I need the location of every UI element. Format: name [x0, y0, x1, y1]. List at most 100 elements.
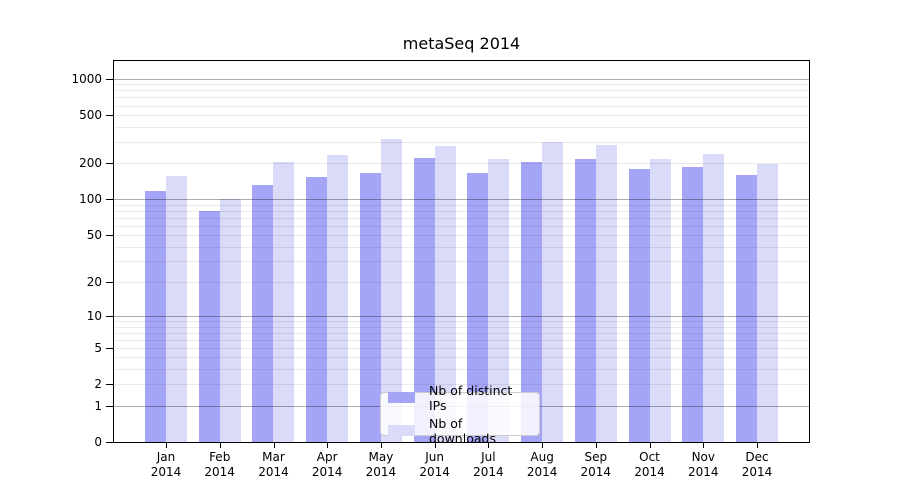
- y-tick-mark: [106, 199, 113, 201]
- y-tick-label: 1: [94, 398, 102, 413]
- gridline-major: [114, 199, 809, 201]
- gridline-minor: [114, 163, 809, 165]
- bar-ips-jul: [467, 173, 489, 442]
- bar-ips-feb: [198, 210, 220, 442]
- y-tick-mark: [106, 405, 113, 407]
- x-tick-mark: [595, 443, 597, 448]
- x-tick-mark: [649, 443, 651, 448]
- x-tick-label-jun: Jun 2014: [419, 450, 450, 479]
- gridline-minor: [114, 369, 809, 371]
- gridline-major: [114, 78, 809, 80]
- x-tick-mark: [542, 443, 544, 448]
- y-tick-mark: [106, 115, 113, 117]
- y-tick-label: 10: [86, 308, 102, 323]
- gridline-minor: [114, 225, 809, 227]
- gridline-minor: [114, 357, 809, 359]
- y-tick-mark: [106, 281, 113, 283]
- x-tick-mark: [327, 443, 329, 448]
- bar-ips-oct: [628, 168, 650, 442]
- y-tick-mark: [106, 442, 113, 443]
- bar-ips-apr: [306, 177, 328, 442]
- legend-swatch-downloads-icon: [388, 425, 415, 436]
- x-tick-label-feb: Feb 2014: [204, 450, 235, 479]
- gridline-minor: [114, 217, 809, 219]
- plot-area: Nb of distinct IPs Nb of downloads: [113, 60, 810, 446]
- bar-ips-nov: [682, 166, 704, 442]
- bar-ips-dec: [736, 174, 757, 442]
- x-tick-mark: [166, 443, 167, 448]
- x-tick-mark: [757, 443, 758, 448]
- legend-label-downloads: Nb of downloads: [429, 415, 496, 446]
- bar-ips-aug: [521, 162, 543, 442]
- x-tick-label-apr: Apr 2014: [311, 450, 343, 479]
- gridline-minor: [114, 97, 809, 99]
- bar-ips-sep: [574, 159, 596, 442]
- bar-downloads-mar: [273, 161, 295, 442]
- chart-title: metaSeq 2014: [402, 34, 521, 53]
- x-tick-label-jan: Jan 2014: [150, 450, 182, 479]
- bar-downloads-jan: [166, 176, 187, 442]
- gridline-minor: [114, 281, 809, 283]
- gridline-major: [114, 315, 809, 317]
- gridline-minor: [114, 204, 809, 206]
- bar-downloads-jun: [434, 145, 456, 442]
- bar-layer: [114, 61, 809, 442]
- y-tick-label: 200: [79, 156, 102, 171]
- y-tick-mark: [106, 235, 113, 237]
- bar-downloads-may: [380, 138, 402, 442]
- bar-downloads-sep: [595, 144, 617, 442]
- gridline-layer: [114, 61, 809, 442]
- x-tick-label-may: May 2014: [365, 450, 397, 479]
- bar-ips-jan: [145, 190, 166, 442]
- x-tick-label-oct: Oct 2014: [634, 450, 665, 479]
- bar-ips-mar: [252, 185, 274, 442]
- gridline-minor: [114, 235, 809, 237]
- y-tick-mark: [106, 78, 113, 80]
- gridline-minor: [114, 141, 809, 143]
- x-tick-mark: [273, 443, 275, 448]
- x-tick-label-sep: Sep 2014: [580, 450, 612, 479]
- gridline-minor: [114, 246, 809, 248]
- gridline-minor: [114, 84, 809, 86]
- gridline-minor: [114, 90, 809, 92]
- y-tick-mark: [106, 384, 113, 386]
- bar-downloads-oct: [649, 158, 671, 442]
- gridline-minor: [114, 261, 809, 263]
- bar-downloads-nov: [703, 153, 725, 442]
- gridline-minor: [114, 384, 809, 386]
- x-tick-mark: [380, 443, 382, 448]
- legend-label-distinct-ips: Nb of distinct IPs: [429, 382, 513, 413]
- y-tick-label: 20: [86, 274, 102, 289]
- x-tick-label-dec: Dec 2014: [741, 450, 773, 479]
- x-tick-label-jul: Jul 2014: [473, 450, 504, 479]
- legend-entry-downloads: Nb of downloads: [388, 416, 531, 446]
- bar-downloads-aug: [542, 142, 564, 442]
- gridline-minor: [114, 332, 809, 334]
- gridline-minor: [114, 115, 809, 117]
- bar-downloads-dec: [757, 164, 778, 442]
- bar-ips-jun: [413, 158, 435, 442]
- y-tick-label: 100: [79, 192, 102, 207]
- y-tick-label: 50: [86, 228, 102, 243]
- bar-downloads-apr: [327, 155, 349, 442]
- y-tick-label: 0: [94, 435, 102, 449]
- gridline-minor: [114, 105, 809, 107]
- y-tick-mark: [106, 315, 113, 317]
- x-tick-mark: [703, 443, 705, 448]
- y-tick-mark: [106, 347, 113, 349]
- legend: Nb of distinct IPs Nb of downloads: [380, 383, 540, 446]
- gridline-minor: [114, 339, 809, 341]
- y-tick-label: 5: [94, 340, 102, 355]
- y-tick-label: 2: [94, 377, 102, 392]
- bar-downloads-feb: [219, 199, 241, 442]
- legend-entry-distinct-ips: Nb of distinct IPs: [388, 383, 531, 413]
- gridline-minor: [114, 126, 809, 128]
- bar-downloads-jul: [488, 159, 510, 442]
- x-tick-label-mar: Mar 2014: [258, 450, 289, 479]
- gridline-minor: [114, 210, 809, 212]
- x-tick-mark: [219, 443, 221, 448]
- gridline-minor: [114, 326, 809, 328]
- y-tick-label: 500: [79, 108, 102, 123]
- legend-swatch-distinct-ips-icon: [388, 392, 415, 403]
